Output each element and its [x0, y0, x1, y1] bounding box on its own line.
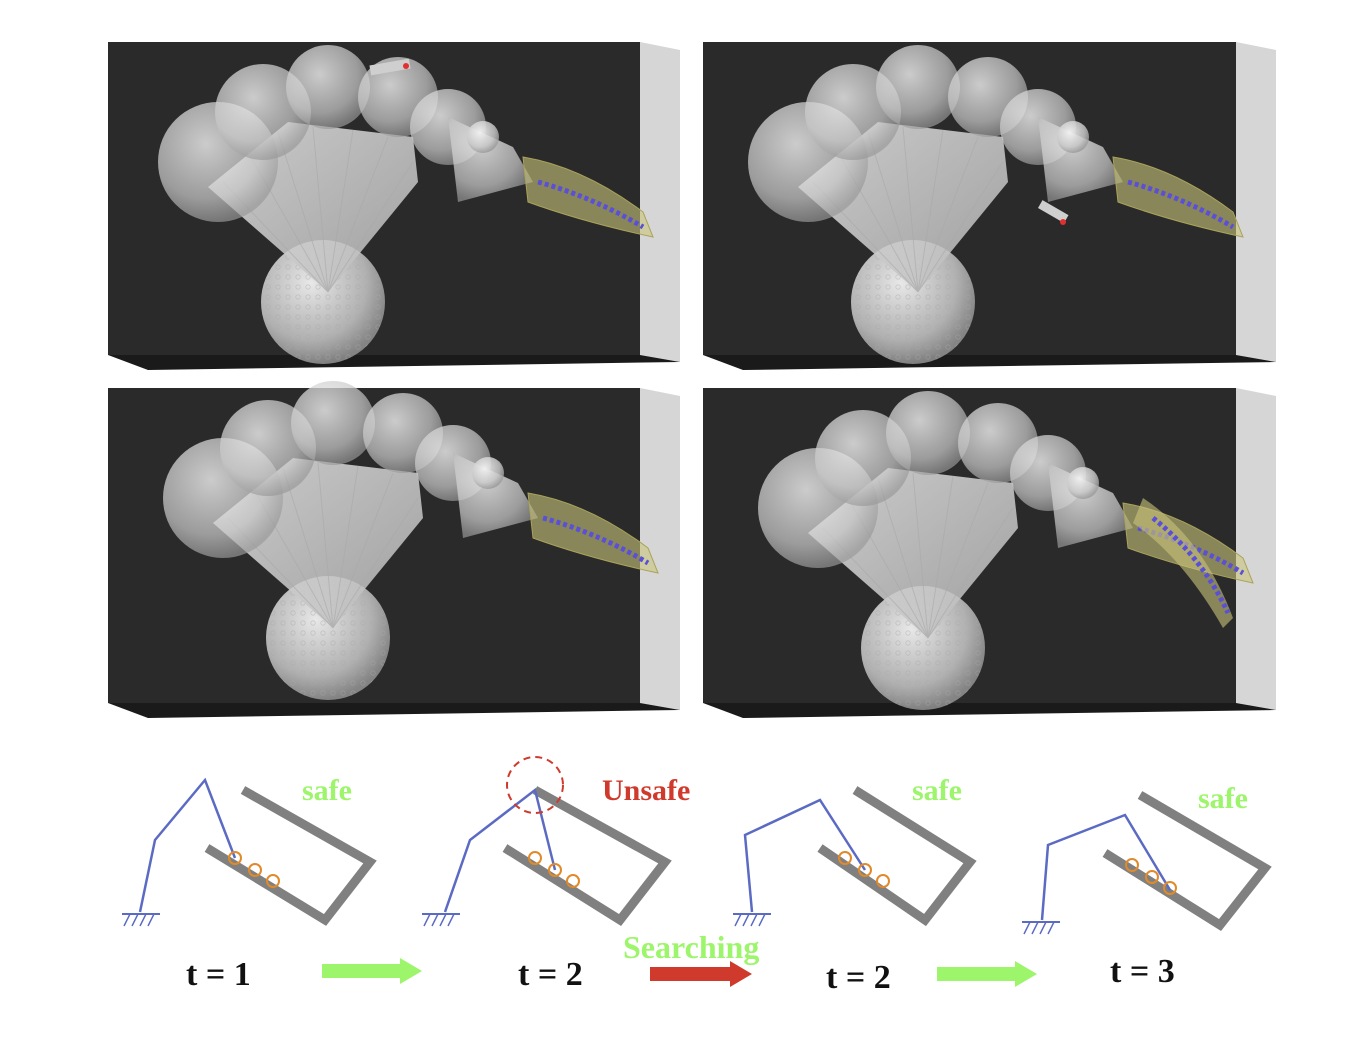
waypoint-markers: [838, 851, 890, 888]
robot-render-4-icon: [758, 391, 1253, 710]
schematic-stage-3: [733, 786, 977, 927]
schematic-stage-4: [1022, 791, 1272, 935]
collision-circle: [506, 756, 564, 814]
stage-3-time: t = 2: [826, 959, 891, 996]
arm-link: [443, 787, 557, 913]
transition-arrow-3: [937, 961, 1037, 987]
wall-shape: [204, 786, 377, 926]
render-panel-4: [703, 388, 1276, 718]
arm-link: [1040, 813, 1172, 921]
render-panel-2: [703, 42, 1276, 370]
searching-label: Searching: [623, 929, 759, 965]
transition-arrow-2: [650, 961, 752, 987]
waypoint-markers: [228, 851, 280, 888]
wall-shape: [1102, 791, 1272, 931]
render-panel-1: [108, 42, 680, 370]
robot-render-1-icon: [158, 45, 653, 364]
schematic-stage-2: [422, 756, 672, 927]
waypoint-markers: [1125, 858, 1177, 895]
stage-4-status: safe: [1198, 782, 1248, 815]
stage-4-time: t = 3: [1110, 953, 1175, 990]
render-panel-3: [108, 381, 680, 718]
waypoint-markers: [528, 851, 580, 888]
transition-arrow-1: [322, 958, 422, 984]
arm-link: [743, 798, 867, 913]
robot-render-2-icon: [748, 45, 1243, 364]
schematic-stage-1: [122, 777, 377, 927]
stage-3-status: safe: [912, 774, 962, 807]
stage-2-status: Unsafe: [602, 774, 690, 807]
stage-2-time: t = 2: [518, 956, 583, 993]
stage-1-status: safe: [302, 774, 352, 807]
stage-1-time: t = 1: [186, 956, 251, 993]
wall-shape: [502, 786, 672, 926]
wall-shape: [817, 786, 977, 927]
arm-link: [138, 777, 237, 913]
